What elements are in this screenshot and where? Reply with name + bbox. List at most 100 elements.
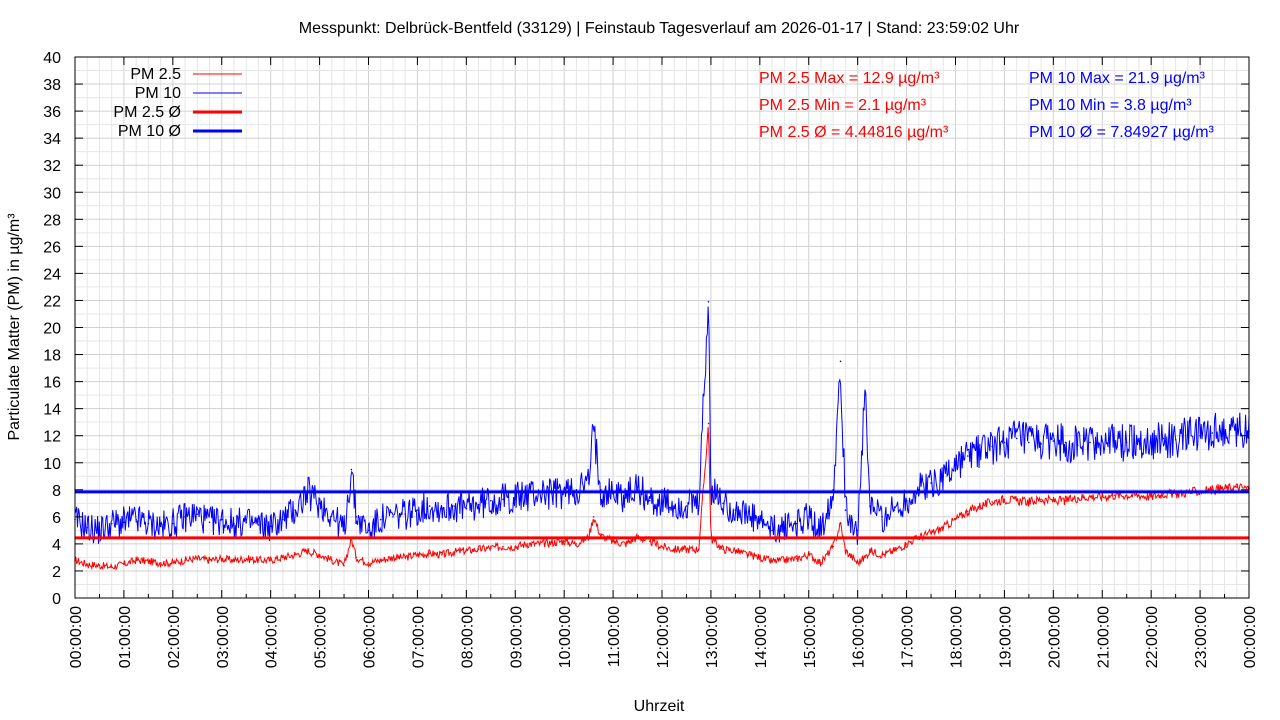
- data-point-1: [771, 529, 773, 532]
- x-tick-label: 02:00:00: [166, 606, 183, 668]
- data-point-1: [592, 428, 595, 430]
- data-point-1: [746, 516, 749, 518]
- data-point-1: [1150, 441, 1152, 444]
- ticks: [74, 56, 1250, 599]
- data-point-0: [379, 559, 382, 561]
- x-tick-label: 05:00:00: [313, 606, 330, 668]
- data-point-0: [905, 543, 908, 545]
- data-point-0: [257, 559, 260, 561]
- data-point-1: [864, 394, 866, 396]
- data-point-0: [477, 548, 480, 551]
- data-point-0: [343, 564, 345, 567]
- data-point-1: [893, 509, 896, 511]
- data-point-0: [184, 559, 186, 561]
- x-tick-label: 10:00:00: [557, 606, 574, 668]
- data-point-0: [832, 545, 835, 548]
- data-point-1: [208, 521, 211, 524]
- data-point-0: [306, 549, 309, 552]
- data-point-1: [1052, 440, 1055, 442]
- data-point-1: [575, 489, 578, 491]
- data-point-0: [807, 553, 810, 556]
- data-point-1: [624, 495, 627, 498]
- y-tick-label: 2: [52, 564, 61, 581]
- data-point-1: [734, 509, 737, 511]
- data-point-0: [771, 560, 773, 563]
- data-point-0: [196, 557, 199, 560]
- data-point-1: [966, 455, 969, 457]
- data-point-1: [379, 518, 382, 521]
- data-point-1: [1199, 434, 1201, 437]
- data-point-1: [220, 518, 223, 521]
- data-point-0: [245, 557, 248, 560]
- data-point-0: [86, 563, 89, 565]
- y-tick-label: 0: [52, 591, 61, 608]
- data-point-1: [673, 505, 676, 507]
- stat-pm25-max: PM 2.5 Max = 12.9 µg/m³: [759, 70, 940, 87]
- data-point-1: [930, 482, 932, 484]
- x-tick-label: 01:00:00: [117, 606, 134, 668]
- legend-label-pm25-avg: PM 2.5 Ø: [113, 104, 181, 121]
- data-point-1: [991, 445, 993, 448]
- data-point-1: [453, 505, 455, 507]
- data-point-0: [453, 551, 455, 553]
- legend-label-pm10-avg: PM 10 Ø: [118, 123, 181, 140]
- data-point-0: [1003, 498, 1006, 501]
- x-tick-label: 13:00:00: [704, 606, 721, 668]
- data-point-0: [839, 522, 842, 525]
- data-point-0: [844, 549, 847, 552]
- data-point-0: [673, 548, 676, 551]
- data-point-0: [441, 553, 443, 556]
- data-point-1: [636, 486, 639, 488]
- data-point-1: [707, 301, 710, 303]
- data-point-1: [86, 526, 89, 529]
- data-point-0: [881, 553, 883, 556]
- legend: PM 2.5 PM 10 PM 2.5 Ø PM 10 Ø: [113, 66, 242, 140]
- data-point-0: [1076, 497, 1079, 499]
- data-point-0: [1174, 493, 1177, 495]
- data-point-1: [318, 502, 321, 505]
- legend-label-pm25: PM 2.5: [130, 66, 181, 83]
- data-point-1: [820, 529, 822, 532]
- x-tick-label: 08:00:00: [459, 606, 476, 668]
- x-tick-label: 21:00:00: [1095, 606, 1112, 668]
- data-point-1: [1101, 440, 1104, 442]
- x-tick-label: 14:00:00: [753, 606, 770, 668]
- data-point-1: [1187, 434, 1189, 437]
- data-point-1: [343, 529, 345, 532]
- data-point-1: [269, 525, 272, 528]
- data-point-0: [746, 553, 749, 556]
- y-tick-label: 12: [43, 429, 61, 446]
- data-point-1: [1125, 441, 1128, 444]
- series-line-1: [74, 306, 1250, 545]
- data-point-0: [697, 548, 700, 551]
- x-tick-label: 16:00:00: [851, 606, 868, 668]
- y-tick-label: 4: [52, 537, 61, 554]
- data-point-0: [1040, 498, 1042, 501]
- data-point-0: [1113, 494, 1116, 497]
- data-point-0: [612, 540, 614, 542]
- x-tick-label: 11:00:00: [606, 606, 623, 667]
- y-tick-label: 14: [43, 402, 61, 419]
- data-point-0: [856, 562, 859, 564]
- data-point-0: [1235, 486, 1238, 488]
- data-point-1: [979, 448, 981, 451]
- x-tick-label: 19:00:00: [997, 606, 1014, 668]
- data-point-0: [526, 543, 529, 545]
- data-point-1: [1076, 444, 1079, 446]
- data-point-0: [1064, 499, 1067, 502]
- data-point-1: [1064, 441, 1067, 444]
- data-point-0: [110, 566, 113, 568]
- data-point-1: [350, 468, 353, 471]
- data-point-1: [147, 522, 150, 525]
- data-point-0: [208, 559, 211, 561]
- data-point-0: [869, 549, 871, 552]
- data-point-0: [893, 549, 896, 552]
- y-tick-label: 28: [43, 212, 61, 229]
- data-point-1: [844, 509, 847, 511]
- data-point-0: [220, 557, 223, 560]
- data-point-1: [1162, 437, 1165, 440]
- data-point-1: [441, 507, 443, 510]
- data-point-1: [839, 360, 842, 363]
- y-tick-label: 38: [43, 77, 61, 94]
